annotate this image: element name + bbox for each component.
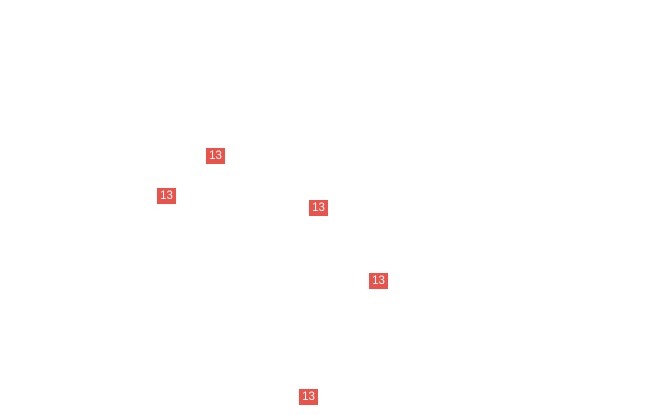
element-marker-badge[interactable]: 13 bbox=[309, 200, 328, 216]
element-marker-badge[interactable]: 13 bbox=[206, 148, 225, 164]
element-marker-badge[interactable]: 13 bbox=[299, 389, 318, 405]
element-marker-badge[interactable]: 13 bbox=[369, 273, 388, 289]
element-marker-badge[interactable]: 13 bbox=[157, 188, 176, 204]
